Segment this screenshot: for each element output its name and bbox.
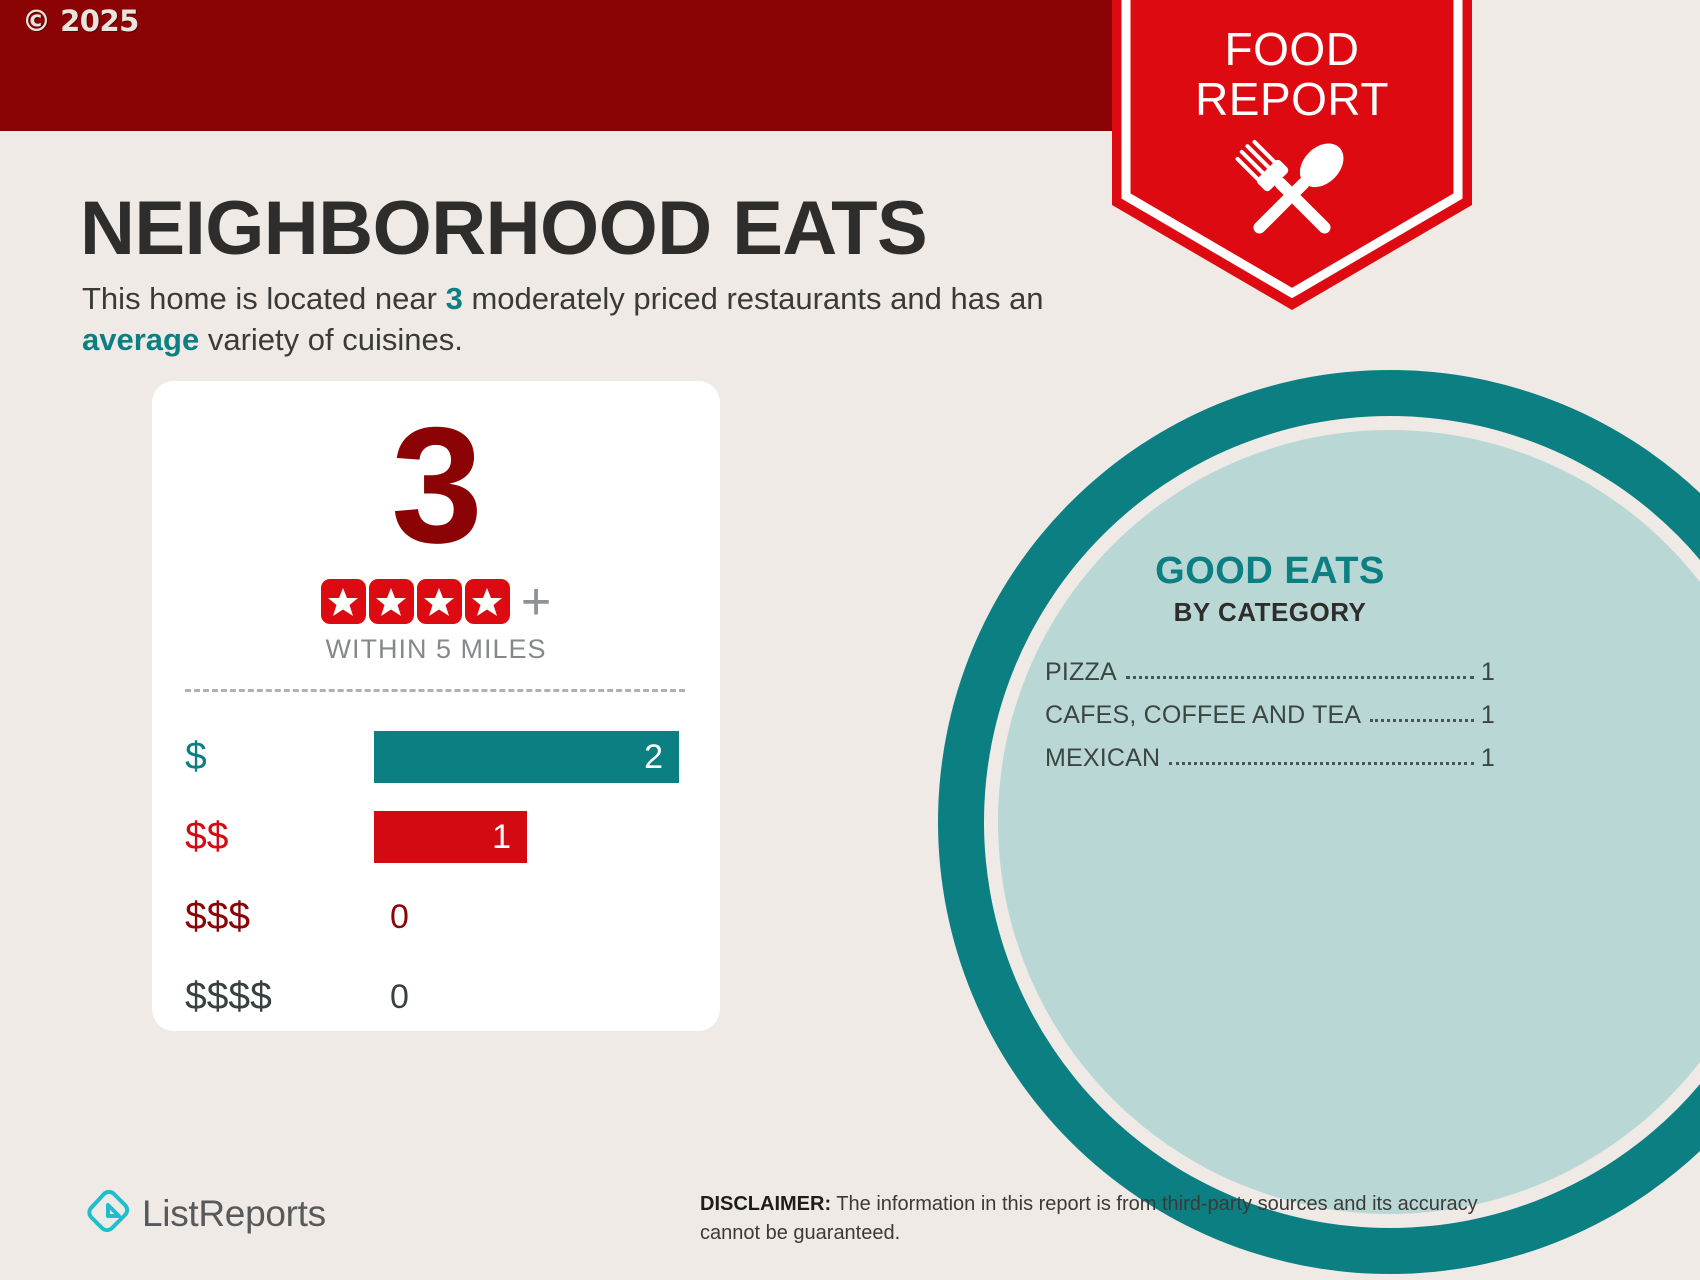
category-name: MEXICAN xyxy=(1045,744,1161,772)
price-tier-label: $$ xyxy=(185,815,229,858)
teal-ring-graphic xyxy=(830,370,1700,1280)
category-name: CAFES, COFFEE AND TEA xyxy=(1045,701,1362,729)
disclaimer: DISCLAIMER: The information in this repo… xyxy=(700,1190,1500,1248)
copyright-label: © 2025 xyxy=(22,4,139,38)
page-title: NEIGHBORHOOD EATS xyxy=(80,186,928,271)
category-name: PIZZA xyxy=(1045,658,1117,686)
leader-dots xyxy=(1125,676,1474,679)
listreports-wordmark: ListReports xyxy=(142,1192,326,1234)
price-tier-row: $$$ 0 xyxy=(152,886,720,948)
card-divider xyxy=(185,689,685,692)
price-tier-row: $$$$ 0 xyxy=(152,966,720,1028)
price-tier-label: $ xyxy=(185,735,207,778)
price-tier-value: 0 xyxy=(390,977,409,1016)
subtitle-part-3: variety of cuisines. xyxy=(199,322,463,357)
category-count: 1 xyxy=(1480,701,1495,729)
leader-dots xyxy=(1169,762,1474,765)
price-tier-value: 0 xyxy=(390,897,409,936)
star-rating: + xyxy=(152,572,720,631)
category-row: CAFES, COFFEE AND TEA 1 xyxy=(1045,701,1495,730)
category-list: PIZZA 1 CAFES, COFFEE AND TEA 1 MEXICAN 1 xyxy=(1045,658,1495,773)
restaurant-count: 3 xyxy=(391,393,483,577)
subtitle-variety: average xyxy=(82,322,200,357)
price-tier-value: 2 xyxy=(644,737,663,776)
disclaimer-label: DISCLAIMER: xyxy=(700,1193,832,1215)
good-eats-panel: GOOD EATS BY CATEGORY PIZZA 1 CAFES, COFFE… xyxy=(1045,550,1495,787)
star-icon xyxy=(368,579,414,624)
page-subtitle: This home is located near 3 moderately p… xyxy=(82,278,1052,360)
header-bar xyxy=(0,0,1190,131)
within-radius-label: WITHIN 5 MILES xyxy=(325,634,547,664)
listreports-house-tag-icon xyxy=(84,1188,130,1239)
price-tier-label: $$$$ xyxy=(185,975,272,1018)
star-icon xyxy=(416,579,462,624)
price-tier-value: 1 xyxy=(492,817,511,856)
price-tier-label: $$$ xyxy=(185,895,251,938)
subtitle-count: 3 xyxy=(445,281,463,316)
price-tier-chart: $2 $$ 1 $$$ 0 $$$$ 0 xyxy=(152,726,720,1046)
disclaimer-text: The information in this report is from t… xyxy=(700,1193,1478,1244)
leader-dots xyxy=(1370,719,1474,722)
category-count: 1 xyxy=(1480,658,1495,686)
restaurant-stat-card: 3 + WITHIN 5 MILES $2 $$ 1 $$$ 0 $$$$ 0 xyxy=(152,381,720,1031)
star-icon xyxy=(464,579,510,624)
food-report-badge: FOOD REPORT xyxy=(1112,0,1472,310)
category-count: 1 xyxy=(1480,744,1495,772)
price-tier-bar: 2 xyxy=(374,731,679,783)
listreports-logo[interactable]: ListReports xyxy=(84,1188,326,1239)
category-row: PIZZA 1 xyxy=(1045,658,1495,687)
good-eats-subtitle: BY CATEGORY xyxy=(1173,597,1367,627)
price-tier-row: $2 xyxy=(152,726,720,788)
price-tier-row: $$ 1 xyxy=(152,806,720,868)
subtitle-part-2: moderately priced restaurants and has an xyxy=(462,281,1044,316)
good-eats-title: GOOD EATS xyxy=(1155,550,1385,592)
star-icon xyxy=(320,579,366,624)
plus-icon: + xyxy=(520,572,552,631)
category-row: MEXICAN 1 xyxy=(1045,744,1495,773)
price-tier-bar: 1 xyxy=(374,811,527,863)
subtitle-part-1: This home is located near xyxy=(82,281,446,316)
